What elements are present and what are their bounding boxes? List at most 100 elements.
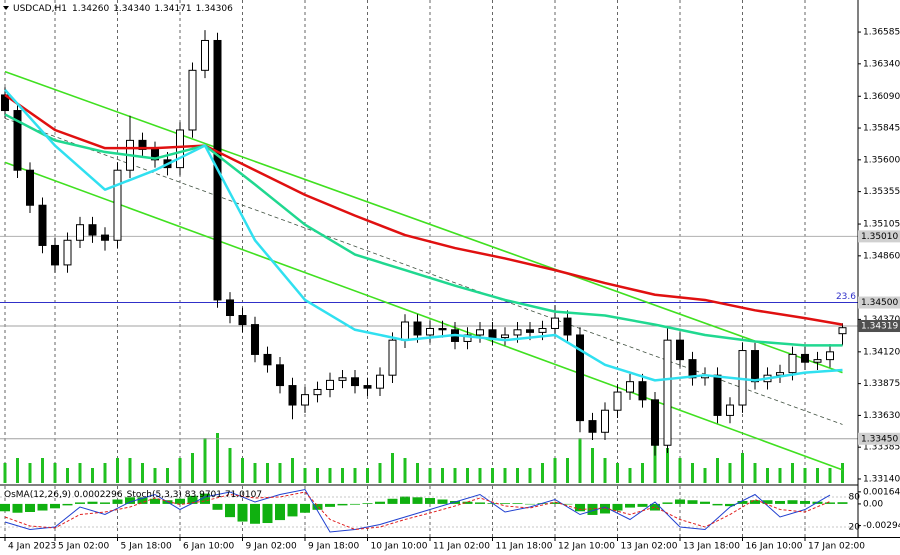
- y-tick-label: 1.34120: [863, 347, 900, 357]
- volume-bar: [203, 438, 207, 483]
- y-tick-label: 1.35845: [863, 124, 900, 134]
- osma-bar: [350, 503, 360, 505]
- volume-bar: [316, 468, 319, 483]
- candle-body: [776, 372, 784, 376]
- volume-bar: [91, 468, 94, 483]
- osma-bar: [337, 503, 348, 506]
- volume-bar: [703, 468, 707, 483]
- candle-body: [26, 169, 34, 206]
- volume-bar: [141, 463, 144, 483]
- osma-bar: [750, 500, 760, 504]
- volume-bar: [116, 458, 119, 483]
- osma-bar: [787, 500, 798, 504]
- candle-body: [601, 409, 609, 433]
- volume-bar: [378, 463, 382, 483]
- volume-bar: [28, 463, 32, 483]
- osma-bar: [800, 500, 810, 504]
- osma-bar: [575, 503, 585, 512]
- candle-body: [201, 39, 209, 71]
- main-pane: [0, 30, 858, 483]
- osma-bar: [712, 503, 723, 506]
- x-tick-label: 13 Jan 02:00: [621, 542, 678, 552]
- volume-bar: [491, 468, 494, 483]
- osma-bar: [775, 500, 785, 504]
- trend-line: [4, 117, 843, 425]
- volume-bar: [341, 468, 344, 483]
- osma-bar: [612, 503, 623, 511]
- osma-bar: [437, 499, 448, 504]
- moving-average: [4, 113, 843, 347]
- candle-body: [713, 374, 722, 416]
- candle-body: [363, 385, 372, 389]
- osma-bar: [225, 503, 235, 518]
- osma-bar: [150, 498, 160, 504]
- indicator-pane: [0, 488, 858, 533]
- x-tick-label: 17 Jan 02:00: [808, 542, 865, 552]
- volume-bar: [716, 458, 719, 483]
- osma-bar: [275, 503, 285, 521]
- osma-tick-label: 0.00: [863, 499, 883, 509]
- volume-bar: [591, 448, 594, 483]
- candle-body: [488, 329, 497, 339]
- stoch-tick-label: 20: [849, 523, 861, 533]
- candle-body: [576, 334, 584, 422]
- volume-bar: [678, 458, 682, 483]
- osma-bar: [312, 503, 323, 510]
- candle-body: [226, 299, 234, 317]
- candle-body: [813, 359, 822, 363]
- osma-bar: [112, 499, 123, 504]
- osma-bar: [375, 501, 385, 504]
- y-tick-label: 1.35355: [863, 187, 900, 197]
- y-tick-label: 1.36090: [863, 92, 900, 102]
- volume-bar: [41, 458, 44, 483]
- labels: USDCAD,H1 1.34260 1.34340 1.34171 1.34306 Os…: [3, 4, 900, 552]
- level-label: 1.34319: [861, 322, 898, 332]
- osma-bar: [237, 503, 248, 522]
- osma-bar: [87, 501, 98, 504]
- volume-bar: [228, 448, 232, 483]
- volume-bar: [328, 468, 332, 483]
- level-note: 23.6: [836, 292, 856, 302]
- volume-bar: [66, 468, 69, 483]
- candle-body: [238, 315, 247, 326]
- volume-bar: [528, 468, 532, 483]
- x-tick-label: 5 Jan 18:00: [121, 542, 173, 552]
- trend-line: [4, 161, 843, 471]
- osma-bar: [600, 503, 610, 514]
- candle-body: [438, 327, 447, 331]
- osma-bar: [562, 503, 573, 505]
- osma-bar: [75, 502, 85, 504]
- volume-bar: [416, 463, 419, 483]
- candle-body: [663, 339, 672, 446]
- osma-bar: [0, 503, 10, 512]
- moving-average: [4, 93, 843, 326]
- volume-bar: [628, 468, 632, 483]
- x-tick-label: 6 Jan 10:00: [183, 542, 235, 552]
- stoch-label: Stoch(5,3,3) 83.9701 71.0107: [127, 490, 262, 500]
- candle-body: [726, 404, 734, 416]
- osma-bar: [737, 500, 748, 504]
- volume-bar: [303, 468, 307, 483]
- osma-bar: [50, 503, 60, 509]
- candle-body: [676, 339, 684, 361]
- osma-bar: [387, 498, 398, 504]
- candle-body: [76, 224, 84, 241]
- candle-body: [426, 327, 434, 336]
- level-label-box: [858, 432, 900, 445]
- volume-bar: [353, 468, 357, 483]
- osma-bar: [262, 503, 273, 524]
- candle-body: [151, 148, 159, 161]
- volume-bar: [616, 463, 619, 483]
- candle-body: [113, 169, 122, 241]
- osma-tick-label: -0.002946: [863, 521, 900, 531]
- volume-bar: [803, 468, 807, 483]
- candle-body: [313, 388, 322, 396]
- candle-body: [63, 239, 72, 266]
- candle-body: [476, 329, 484, 336]
- osma-bar: [37, 503, 48, 511]
- volume-bar: [478, 468, 482, 483]
- osma-bar: [62, 503, 73, 506]
- osma-bar: [700, 501, 710, 504]
- candle-body: [138, 139, 147, 150]
